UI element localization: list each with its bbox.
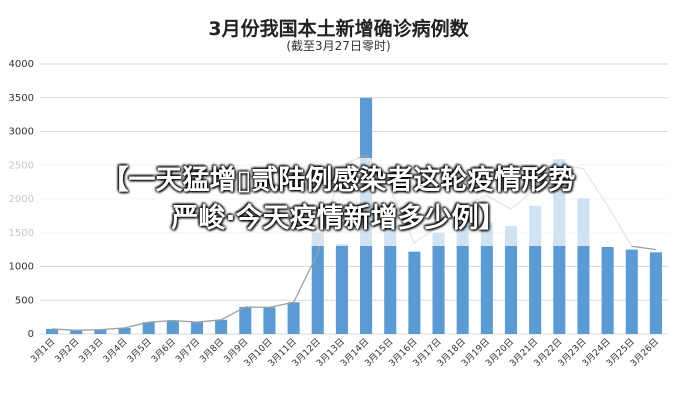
x-tick-label: 3月7日 [174,336,203,365]
bar [287,302,300,334]
bar [239,307,252,334]
bar [142,322,155,334]
y-tick-label: 500 [15,295,34,306]
bar [432,232,445,334]
y-tick-label: 0 [28,329,34,340]
bar [649,252,662,334]
bar [480,222,493,334]
headline-line-1: 【一天猛增▯贰陆例感染者这轮疫情形势 [101,165,576,196]
headline-line-2: 严峻·今天疫情新增多少例】 [171,203,506,234]
bar [70,330,83,334]
bar [335,244,348,334]
x-tick-label: 3月1日 [29,336,58,365]
chart-subtitle: (截至3月27日零时) [286,39,391,53]
headline-overlay-band [0,158,677,246]
bar [625,249,638,334]
x-tick-label: 3月2日 [53,336,82,365]
x-tick-label: 3月3日 [77,336,106,365]
bar [46,328,59,334]
y-tick-label: 3000 [9,127,34,138]
y-tick-label: 4000 [9,59,34,70]
bar [504,226,518,334]
bar [215,319,228,334]
bar [456,226,469,334]
bar [311,232,324,334]
headline-overlay: 【一天猛增▯贰陆例感染者这轮疫情形势 严峻·今天疫情新增多少例】 [0,162,677,238]
bar [263,307,276,334]
bar [190,322,204,334]
x-tick-label: 3月8日 [198,336,227,365]
y-tick-label: 3500 [9,93,34,104]
bar [118,327,131,334]
bar [408,251,421,334]
bar [94,329,107,334]
x-tick-label: 3月5日 [125,336,154,365]
y-tick-label: 1000 [9,262,34,273]
x-tick-label: 3月6日 [149,336,178,365]
chart-title: 3月份我国本土新增确诊病例数 [208,18,469,40]
bar [384,219,397,334]
x-tick-label: 3月4日 [101,336,130,365]
bar [166,320,179,334]
bar [601,246,614,334]
